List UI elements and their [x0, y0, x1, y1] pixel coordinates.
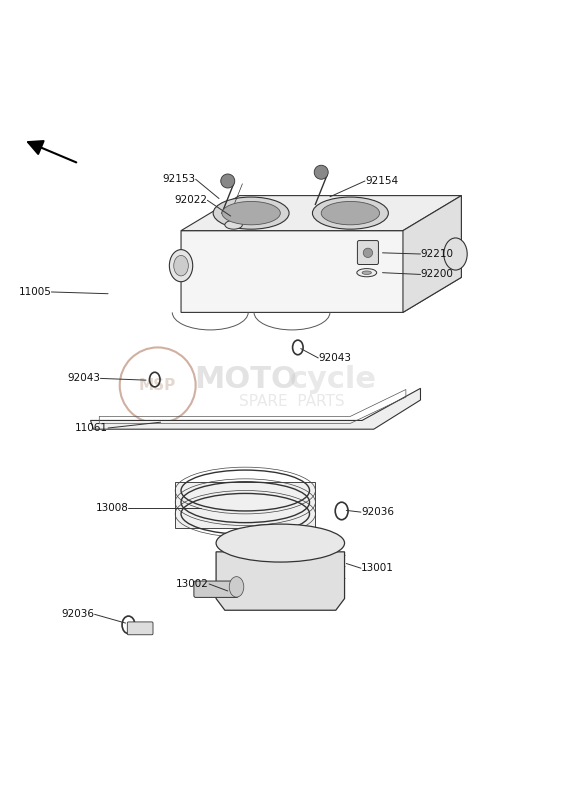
- FancyBboxPatch shape: [194, 581, 238, 598]
- Text: 11005: 11005: [19, 287, 51, 297]
- Ellipse shape: [173, 255, 188, 276]
- Circle shape: [363, 248, 373, 258]
- Text: 92200: 92200: [420, 270, 453, 279]
- FancyBboxPatch shape: [127, 622, 153, 634]
- Text: MSP: MSP: [139, 378, 176, 393]
- Text: 92210: 92210: [420, 249, 454, 259]
- Ellipse shape: [321, 202, 380, 225]
- Text: 13002: 13002: [176, 579, 209, 589]
- Text: 11061: 11061: [75, 423, 108, 433]
- Ellipse shape: [225, 221, 242, 229]
- Text: 13001: 13001: [361, 563, 394, 573]
- Text: 92036: 92036: [361, 507, 394, 517]
- Ellipse shape: [362, 271, 371, 274]
- Polygon shape: [216, 552, 345, 610]
- Ellipse shape: [222, 202, 280, 225]
- Text: 92153: 92153: [162, 174, 196, 184]
- Ellipse shape: [312, 197, 388, 229]
- Polygon shape: [175, 482, 315, 529]
- Polygon shape: [91, 388, 420, 429]
- Text: 92022: 92022: [174, 195, 207, 206]
- Ellipse shape: [229, 577, 244, 597]
- Polygon shape: [181, 196, 461, 230]
- Text: 92036: 92036: [61, 610, 95, 619]
- Circle shape: [221, 174, 235, 188]
- Polygon shape: [403, 196, 461, 313]
- Ellipse shape: [216, 524, 345, 562]
- Text: 92154: 92154: [365, 176, 398, 186]
- Ellipse shape: [213, 197, 289, 229]
- Text: 92043: 92043: [318, 353, 352, 363]
- Text: 13008: 13008: [96, 503, 128, 513]
- Ellipse shape: [357, 269, 377, 277]
- FancyBboxPatch shape: [357, 241, 378, 265]
- Text: 92043: 92043: [67, 374, 100, 383]
- Ellipse shape: [444, 238, 467, 270]
- Text: cycle: cycle: [290, 365, 376, 394]
- Circle shape: [314, 166, 328, 179]
- Polygon shape: [181, 196, 461, 313]
- Text: SPARE  PARTS: SPARE PARTS: [239, 394, 345, 409]
- Ellipse shape: [169, 250, 193, 282]
- Text: MOTO: MOTO: [194, 365, 297, 394]
